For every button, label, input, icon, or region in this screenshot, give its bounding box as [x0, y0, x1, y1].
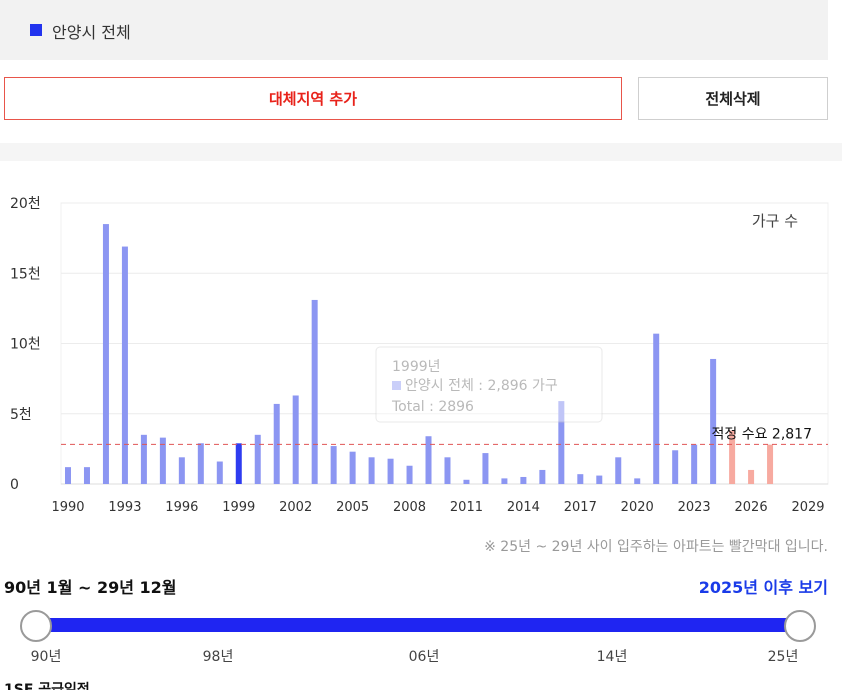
bar [254, 434, 261, 484]
bar [653, 333, 660, 484]
bar [748, 469, 755, 484]
reference-line-label: 적정 수요 2,817 [712, 426, 813, 442]
slider-tick: 06년 [408, 649, 440, 665]
x-tick-label: 2026 [735, 500, 768, 515]
supply-schedule-heading: 1SF 공급일정 [4, 682, 90, 690]
y-unit-label: 가구 수 [752, 212, 798, 230]
bar [349, 451, 356, 484]
tooltip-title: 1999년 [392, 359, 441, 375]
slider-track[interactable] [34, 618, 802, 632]
bar [197, 443, 204, 484]
bar [330, 446, 337, 484]
bar [102, 224, 109, 484]
x-tick-label: 1993 [108, 500, 141, 515]
bar [387, 458, 394, 484]
bar [691, 444, 698, 484]
tooltip-value: 안양시 전체 : 2,896 가구 [405, 378, 558, 394]
bar [767, 444, 774, 484]
year-range-slider[interactable] [20, 608, 816, 644]
bar [710, 358, 717, 484]
y-tick-label: 0 [10, 477, 19, 493]
x-tick-label: 2008 [393, 500, 426, 515]
y-tick-label: 5천 [10, 407, 32, 423]
bar [558, 401, 565, 484]
x-tick-label: 2005 [336, 500, 369, 515]
x-tick-label: 1999 [222, 500, 255, 515]
x-tick-label: 2011 [450, 500, 483, 515]
bar [292, 395, 299, 484]
slider-tick: 90년 [30, 649, 62, 665]
bar [596, 475, 603, 484]
bar [425, 436, 432, 484]
x-tick-label: 1996 [165, 500, 198, 515]
slider-start-handle[interactable] [20, 610, 52, 642]
x-tick-label: 1990 [51, 500, 84, 515]
section-divider [0, 143, 842, 161]
slider-tick: 25년 [767, 649, 799, 665]
bar [178, 457, 185, 484]
y-tick-label: 10천 [10, 337, 41, 353]
date-range-label: 90년 1월 ~ 29년 12월 [4, 578, 177, 597]
bar [520, 476, 527, 484]
tooltip-box [375, 346, 603, 423]
bar [368, 457, 375, 484]
bar [311, 299, 318, 484]
y-tick-label: 20천 [10, 196, 41, 212]
slider-ticks: 90년 98년 06년 14년 25년 [0, 646, 842, 666]
bar [729, 430, 736, 484]
bar [216, 461, 223, 484]
bar [615, 457, 622, 484]
tooltip-swatch [392, 381, 401, 390]
bar [65, 467, 71, 484]
x-tick-label: 2029 [791, 500, 824, 515]
bar [577, 474, 584, 484]
bar [463, 479, 470, 484]
bar [273, 403, 280, 484]
bar [444, 457, 451, 484]
legend-color-swatch [30, 24, 42, 36]
x-tick-label: 2017 [564, 500, 597, 515]
bar [121, 246, 128, 484]
bar [539, 469, 546, 484]
x-tick-label: 2023 [678, 500, 711, 515]
bar [501, 478, 508, 484]
bar [406, 465, 413, 484]
add-alternative-region-button[interactable]: 대체지역 추가 [4, 77, 622, 120]
bar [235, 443, 242, 484]
bar [159, 437, 166, 484]
x-tick-label: 2020 [621, 500, 654, 515]
bar [482, 453, 489, 484]
bar [672, 450, 679, 484]
slider-end-handle[interactable] [784, 610, 816, 642]
slider-tick: 14년 [596, 649, 628, 665]
tooltip-total: Total : 2896 [391, 399, 474, 415]
region-legend: 안양시 전체 [0, 0, 828, 60]
bar [634, 478, 641, 484]
x-tick-label: 2014 [507, 500, 540, 515]
slider-tick: 98년 [202, 649, 234, 665]
bar [140, 434, 147, 484]
y-tick-label: 15천 [10, 266, 41, 282]
delete-all-button[interactable]: 전체삭제 [638, 77, 828, 120]
x-tick-label: 2002 [279, 500, 312, 515]
view-after-2025-link[interactable]: 2025년 이후 보기 [698, 578, 828, 597]
legend-region-label: 안양시 전체 [52, 23, 131, 42]
future-bars-note: ※ 25년 ~ 29년 사이 입주하는 아파트는 빨간막대 입니다. [484, 539, 828, 555]
supply-bar-chart: 0 5천 10천 15천 20천 1990 1993 1996 1999 2002 2005 2008… [10, 196, 829, 515]
bar [83, 467, 90, 484]
